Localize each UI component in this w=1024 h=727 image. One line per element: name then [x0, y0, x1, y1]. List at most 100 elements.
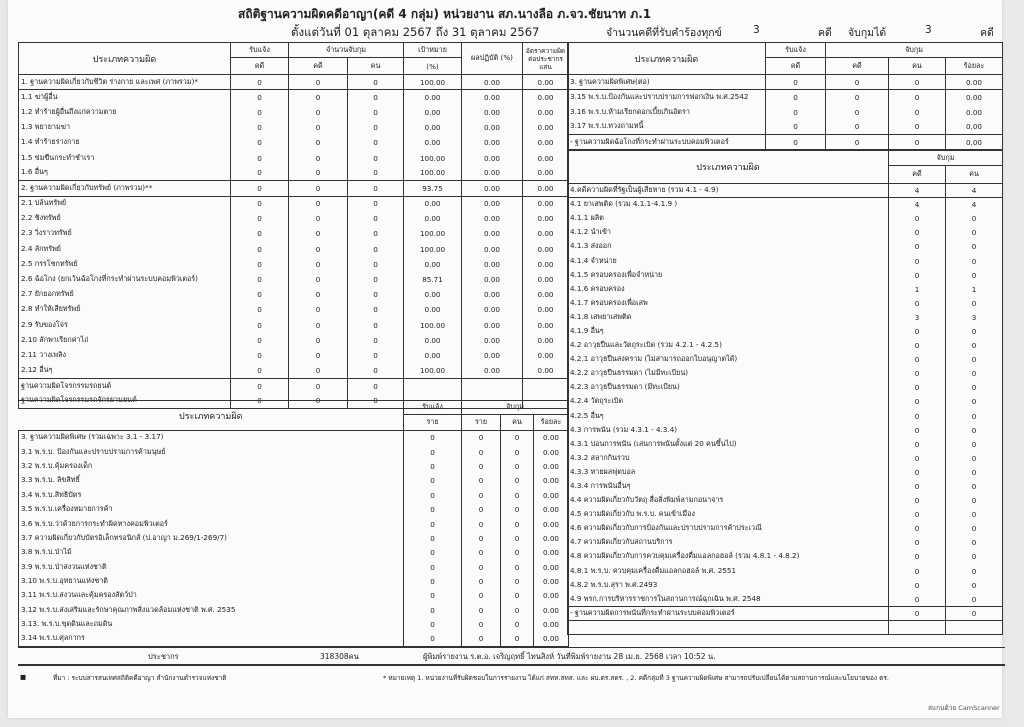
row-value: 0.00 — [522, 302, 570, 318]
row-value: 0 — [500, 560, 534, 575]
row-value: 0 — [888, 409, 946, 424]
row-value: 0 — [346, 317, 405, 333]
table-row: ฐานความผิดโจรกรรมรถยนต์ 0 0 0 — [18, 377, 570, 394]
row-value: 0 — [230, 377, 289, 394]
row-value: 0 — [945, 451, 1003, 466]
row-value: 0 — [403, 560, 462, 575]
table-row: 3.2 พ.ร.บ.คุ้มครองเด็ก 0 0 0 0.00 — [18, 459, 569, 474]
row-label: 1.5 ข่มขืนกระทำชำเรา — [18, 150, 231, 166]
row-value: 0 — [403, 430, 462, 445]
row-value: 0 — [288, 302, 348, 318]
row-value: 0 — [288, 347, 348, 364]
row-value: 0.00 — [533, 560, 569, 575]
table-row: 3.17 พ.ร.บ.ทวงถามหนี้ 0 0 0 0.00 — [567, 119, 1003, 135]
row-value: 0 — [888, 521, 946, 536]
row-value: 0.00 — [461, 73, 524, 90]
row-value: 0 — [500, 603, 534, 618]
row-value: 0 — [461, 444, 501, 460]
header-reported-case: คดี — [765, 57, 826, 75]
row-value: 0 — [888, 578, 946, 593]
row-value: 0 — [825, 104, 889, 120]
header-arrest: จับกุม — [825, 42, 1003, 58]
table-row: 3.12 พ.ร.บ.ส่งเสริมและรักษาคุณภาพสิ่งแวด… — [18, 603, 569, 618]
table-row: 4.8 ความผิดเกี่ยวกับการควบคุมเครื่องดื่ม… — [567, 549, 1003, 565]
row-label: 4.9 พรก.การบริหารราชการในสถานการณ์ฉุกเฉิ… — [567, 592, 889, 607]
table-row: 4.9 พรก.การบริหารราชการในสถานการณ์ฉุกเฉิ… — [567, 592, 1003, 607]
row-value: 100.00 — [403, 150, 463, 166]
row-label: 2.5 กรรโชกทรัพย์ — [18, 256, 231, 272]
row-value: 0 — [500, 488, 534, 503]
header-reported: รับแจ้ง — [765, 42, 826, 58]
row-value: 0.00 — [461, 347, 524, 364]
row-value: 0 — [765, 119, 826, 135]
camscanner-watermark: สแกนด้วย CamScanner — [928, 704, 1000, 712]
row-label: 3.1 พ.ร.บ. ป้องกันและปราบปรามการค้ามนุษย… — [18, 444, 404, 460]
row-value: 0 — [945, 423, 1003, 438]
table-row: 4.คดีความผิดที่รัฐเป็นผู้เสียหาย (รวม 4.… — [567, 182, 1003, 198]
row-value: 0.00 — [533, 531, 569, 546]
row-label: 3.14 พ.ร.บ.ศุลกากร — [18, 631, 404, 647]
row-value: 0 — [346, 226, 405, 242]
table-row: 1.2 ทำร้ายผู้อื่นถึงแก่ความตาย 0 0 0 0.00 0.0… — [18, 104, 570, 121]
row-value: 0.00 — [461, 104, 524, 121]
row-value: 0 — [288, 211, 348, 227]
row-label: 4.3.1 บ่อนการพนัน (เล่นการพนันตั้งแต่ 20… — [567, 437, 889, 452]
header-arrest-person: คน — [888, 57, 946, 75]
table-row: 4.1.3 ส่งออก 0 0 — [567, 239, 1003, 254]
row-label: 4.7 ความผิดเกี่ยวกับสถานบริการ — [567, 535, 889, 550]
report-period: ตั้งแต่วันที่ 01 ตุลาคม 2567 ถึง 31 ตุลา… — [291, 25, 540, 39]
row-label: 3.5 พ.ร.บ.เครื่องหมายการค้า — [18, 502, 404, 517]
table-row: 4.3.3 ทายผลฟุตบอล 0 0 — [567, 465, 1003, 480]
row-value: 0 — [346, 165, 405, 181]
row-label: 2. ฐานความผิดเกี่ยวกับทรัพย์ (ภาพรวม)** — [18, 180, 231, 196]
row-value: 0.00 — [461, 89, 524, 105]
row-value: 0 — [288, 180, 348, 196]
row-label: 1.2 ทำร้ายผู้อื่นถึงแก่ความตาย — [18, 104, 231, 121]
row-value: 0 — [288, 120, 348, 136]
row-value: 0 — [230, 120, 289, 136]
row-value: 0 — [461, 574, 501, 589]
row-value: 0.00 — [522, 195, 570, 212]
row-value: 0 — [825, 134, 889, 150]
table-row: 1.1 ฆ่าผู้อื่น 0 0 0 0.00 0.00 0.00 — [18, 89, 570, 105]
row-value: 0 — [945, 338, 1003, 353]
row-value: 0.00 — [522, 226, 570, 242]
row-label: 2.4 ลักทรัพย์ — [18, 241, 231, 257]
row-value: 0 — [888, 253, 946, 269]
row-label: 2.12 อื่นๆ — [18, 363, 231, 379]
row-value: 0.00 — [403, 332, 463, 348]
row-label: 2.11 วางเพลิง — [18, 347, 231, 364]
table-row: 4.1.8 เสพยาเสพติด 3 3 — [567, 310, 1003, 325]
row-value: 0 — [403, 631, 462, 647]
row-value: 0.00 — [533, 516, 569, 532]
row-value: 0 — [500, 459, 534, 474]
row-label: 2.3 วิ่งราวทรัพย์ — [18, 226, 231, 242]
row-value: 0 — [888, 493, 946, 508]
row-value: 3 — [888, 310, 946, 325]
row-value: 0 — [945, 409, 1003, 424]
special-crimes-table: ประเภทความผิด รับแจ้ง จับกุม ราย ราย คน … — [18, 400, 569, 647]
row-value: 0 — [346, 73, 405, 90]
row-value: 0 — [461, 631, 501, 647]
row-value: 0 — [888, 134, 946, 150]
row-value: 0 — [230, 135, 289, 151]
row-label: 4.1.9 อื่นๆ — [567, 324, 889, 339]
row-value: 0.00 — [403, 104, 463, 121]
row-value: 0.00 — [945, 119, 1003, 135]
row-value: 0.00 — [461, 135, 524, 151]
row-value: 0 — [500, 531, 534, 546]
row-value: 0 — [346, 180, 405, 196]
row-value: 0.00 — [522, 211, 570, 227]
row-value: 0 — [346, 120, 405, 136]
header-arrest-person: คน — [346, 57, 405, 75]
row-value: 0 — [500, 502, 534, 517]
row-value: 0 — [461, 516, 501, 532]
table-row: 2.4 ลักทรัพย์ 0 0 0 100.00 0.00 0.00 — [18, 241, 570, 257]
row-label: 3.6 พ.ร.บ.ว่าด้วยการกระทำผิดทางคอมพิวเตอ… — [18, 516, 404, 532]
row-value: 0 — [945, 479, 1003, 494]
row-value: 0 — [888, 507, 946, 522]
table-row: 4.5 ความผิดเกี่ยวกับ พ.ร.บ. คนเข้าเมือง 0… — [567, 507, 1003, 522]
row-label: 3.4 พ.ร.บ.สิทธิบัตร — [18, 488, 404, 503]
row-label: 4.1 ยาเสพติด (รวม 4.1.1-4.1.9 ) — [567, 197, 889, 212]
row-value: 0.00 — [461, 120, 524, 136]
